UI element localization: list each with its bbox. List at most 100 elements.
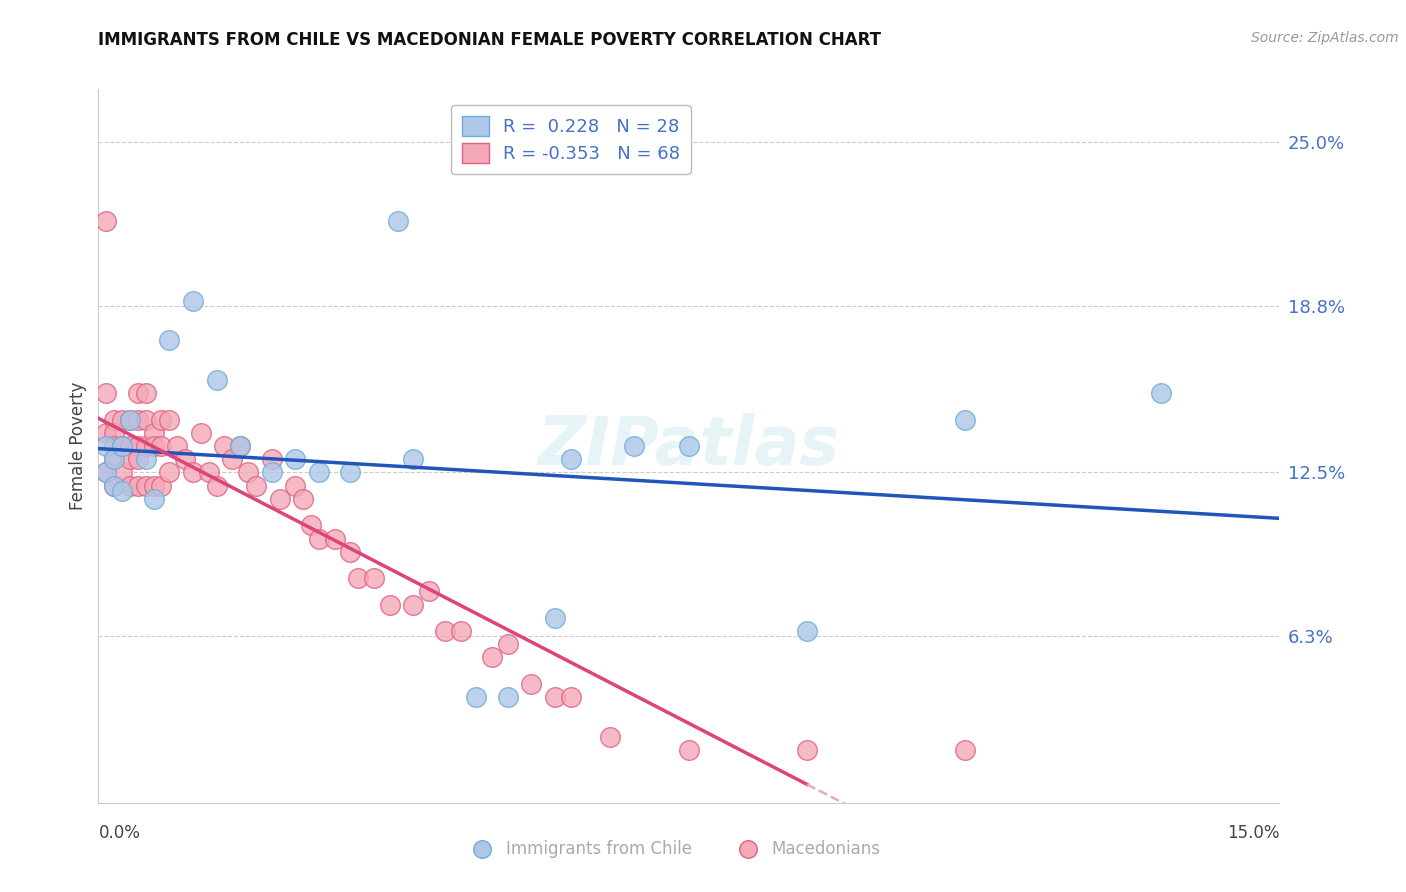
Point [402,598,425,612]
Point [135,412,157,426]
Y-axis label: Female Poverty: Female Poverty [69,382,87,510]
Point [496,690,519,704]
Point [135,478,157,492]
Point [103,452,125,467]
Point [544,611,567,625]
Point [135,452,157,467]
Text: 0.0%: 0.0% [98,824,141,842]
Point [260,452,283,467]
Point [127,412,149,426]
Point [481,650,503,665]
Point [111,439,134,453]
Point [118,412,141,426]
Point [103,425,125,440]
Point [221,452,243,467]
Point [260,466,283,480]
Point [284,452,307,467]
Point [103,452,125,467]
Point [299,518,322,533]
Point [245,478,267,492]
Point [1150,386,1173,401]
Point [796,743,818,757]
Point [103,439,125,453]
Point [118,452,141,467]
Text: Immigrants from Chile: Immigrants from Chile [506,840,692,858]
Point [157,466,180,480]
Text: ZIPatlas: ZIPatlas [538,413,839,479]
Point [544,690,567,704]
Point [214,439,236,453]
Point [96,386,118,401]
Point [339,545,361,559]
Point [229,439,252,453]
Point [433,624,456,638]
Point [190,425,212,440]
Point [402,452,425,467]
Point [229,439,252,453]
Point [205,478,228,492]
Point [111,439,134,453]
Point [292,491,315,506]
Point [623,439,645,453]
Point [378,598,401,612]
Point [678,743,700,757]
Point [678,439,700,453]
Text: Source: ZipAtlas.com: Source: ZipAtlas.com [1251,31,1399,45]
Point [236,466,259,480]
Point [118,412,141,426]
Text: Macedonians: Macedonians [772,840,880,858]
Point [96,214,118,228]
Point [96,425,118,440]
Point [599,730,621,744]
Point [387,214,409,228]
Point [127,478,149,492]
Point [465,690,488,704]
Legend: R =  0.228   N = 28, R = -0.353   N = 68: R = 0.228 N = 28, R = -0.353 N = 68 [451,105,690,174]
Point [118,439,141,453]
Point [103,478,125,492]
Point [166,439,188,453]
Point [103,412,125,426]
Point [284,478,307,492]
Point [96,466,118,480]
Point [157,333,180,347]
Point [135,439,157,453]
Point [142,425,165,440]
Point [127,452,149,467]
Point [347,571,370,585]
Point [111,466,134,480]
Point [103,478,125,492]
Point [323,532,346,546]
Text: 15.0%: 15.0% [1227,824,1279,842]
Point [96,439,118,453]
Point [150,412,173,426]
Point [450,624,472,638]
Point [150,439,173,453]
Point [142,491,165,506]
Point [174,452,197,467]
Point [135,386,157,401]
Point [953,743,976,757]
Point [197,466,219,480]
Point [118,478,141,492]
Point [496,637,519,651]
Point [560,452,582,467]
Point [111,412,134,426]
Point [181,293,204,308]
Point [96,466,118,480]
Point [127,439,149,453]
Point [150,478,173,492]
Point [796,624,818,638]
Point [560,690,582,704]
Point [418,584,440,599]
Point [520,677,543,691]
Point [308,466,330,480]
Point [127,386,149,401]
Point [111,483,134,498]
Point [339,466,361,480]
Point [181,466,204,480]
Point [363,571,385,585]
Point [269,491,291,506]
Point [308,532,330,546]
Point [157,412,180,426]
